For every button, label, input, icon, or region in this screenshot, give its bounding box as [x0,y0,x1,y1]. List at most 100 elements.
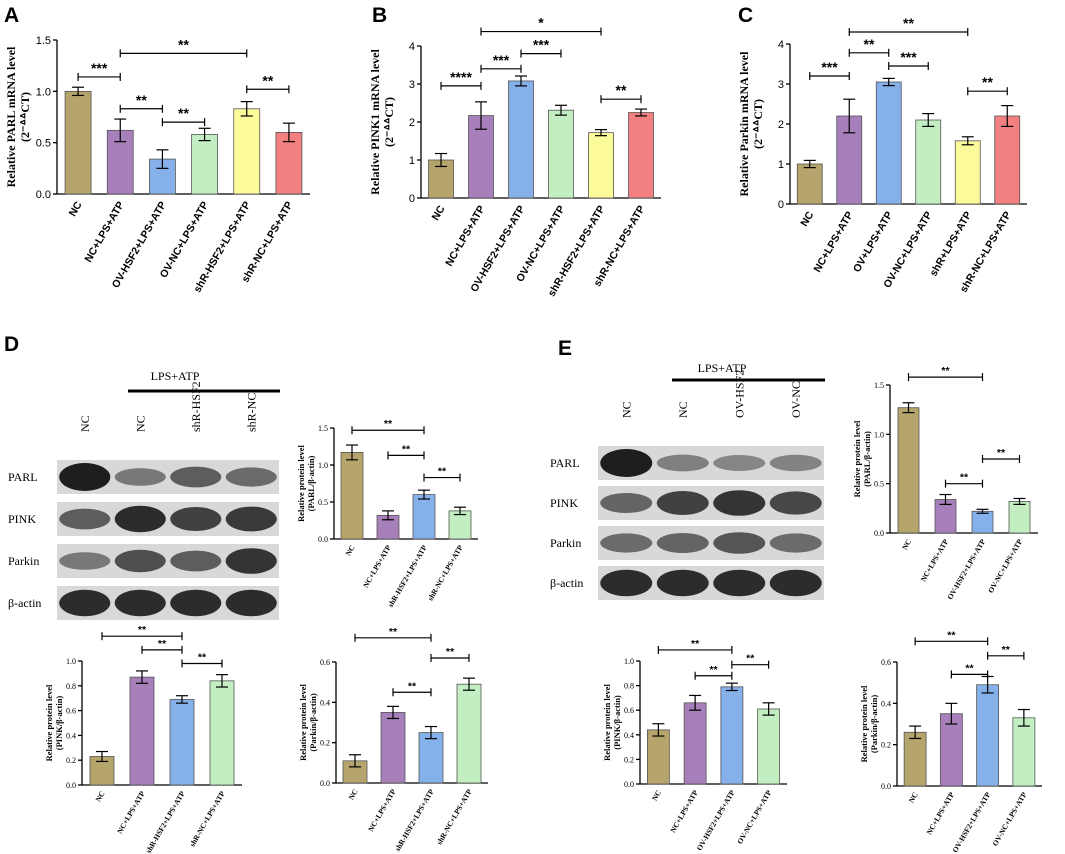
y-tick-label: 1.5 [318,424,328,433]
bar [720,686,744,785]
blot-band [170,589,222,617]
y-tick-label: 0.2 [624,755,634,764]
lane-label: shR-HSF2 [189,381,203,432]
lane-label: NC [676,401,690,418]
y-tick-label: 1.5 [874,381,884,390]
y-tick-label: 3 [778,79,784,91]
y-tick-label: 0.0 [874,529,884,538]
category-label: OV-NC+LPS+ATP [986,537,1024,594]
y-tick-label: 0 [778,199,784,211]
panel-letter-c: C [738,4,753,27]
blot-band [114,468,166,486]
chart-e3: 0.0 0.2 0.4 0.6 Relative protein level (Parki… [859,629,1042,854]
y-tick-label: 1.0 [624,657,634,666]
lane-label: OV-HSF2 [732,370,746,418]
category-label: OV-NC+LPS+ATP [990,790,1028,847]
blot-row-label: PINK [550,496,578,510]
blot-band [600,449,653,477]
blot-band [170,550,222,572]
y-tick-label: 0.0 [66,781,76,790]
significance-label: *** [91,60,108,76]
category-label: NC+LPS+ATP [668,788,700,834]
y-tick-label: 0.0 [320,779,330,788]
y-tick-label: 1.0 [874,430,884,439]
significance-label: ** [262,72,273,88]
category-label: OV-HSF2+LPS+ATP [945,537,987,601]
bar [628,112,654,199]
blot-band [600,533,653,553]
bar [796,163,823,205]
category-label: NC [67,199,85,218]
blot-band [225,467,277,487]
significance-label: ** [960,472,969,484]
blot-band [225,506,277,532]
bar [456,683,482,784]
significance-label: ** [178,105,189,121]
y-tick-label: 0.4 [66,731,76,740]
blot-row-label: Parkin [550,536,581,550]
significance-label: ** [138,624,147,636]
y-tick-label: 0.0 [318,535,328,544]
significance-label: ** [408,680,417,692]
lane-label: NC [133,415,147,432]
significance-label: *** [821,59,838,75]
bar [646,729,670,785]
significance-label: *** [533,37,550,53]
y-axis-label-units: (Parkin/β-actin) [308,693,318,751]
significance-label: *** [900,49,917,65]
y-axis-label-units: (2⁻ᐞᐞCT) [751,99,765,149]
chart-d3: 0.0 0.2 0.4 0.6 Relative protein level (Parki… [298,626,488,853]
blot-band [600,569,653,597]
y-axis-label-units: (Parkin/β-actin) [869,695,879,753]
chart-d2: 0.0 0.2 0.4 0.6 0.8 1.0 Relative protein level… [44,624,242,854]
y-axis-label: Relative PARL mRNA level [4,46,18,187]
y-tick-label: 0.2 [66,756,76,765]
bar [976,684,1000,787]
category-label: NC+LPS+ATP [361,543,393,589]
lane-label: shR-NC [244,393,258,432]
chart-b: 0 1 2 3 4 Relative PINK1 mRNA level (2⁻ᐞᐞCT) NC… [368,15,661,299]
y-axis-label: Relative PINK1 mRNA level [368,49,382,195]
y-tick-label: 0.6 [320,658,330,667]
y-tick-label: 0.0 [881,782,891,791]
y-tick-label: 3 [409,79,415,91]
y-axis-label-units: (PINK/β-actin) [54,696,64,751]
category-label: NC+LPS+ATP [925,790,957,836]
blot-band [769,533,822,553]
y-tick-label: 1.0 [318,461,328,470]
panel-letter-b: B [372,4,387,27]
y-tick-label: 2 [409,117,415,129]
significance-label: *** [493,52,510,68]
significance-label: ** [438,466,447,478]
chart-e2: 0.0 0.2 0.4 0.6 0.8 1.0 Relative protein level… [602,638,787,852]
panel-letter-d: D [4,333,19,356]
lane-label: NC [619,401,633,418]
significance-label: ** [384,418,393,430]
y-axis-label: Relative protein level [298,683,308,760]
category-label: shR-NC+LPS+ATP [426,543,465,602]
y-tick-label: 4 [778,39,784,51]
blot-band [656,533,709,553]
category-label: OV+LPS+ATP [851,210,895,275]
significance-label: ** [402,443,411,455]
panel-letter-a: A [4,4,19,27]
y-tick-label: 0.5 [36,138,51,150]
y-tick-label: 0.4 [320,698,330,707]
significance-label: * [538,15,544,31]
category-label: NC+LPS+ATP [919,537,951,583]
significance-label: ** [746,653,755,665]
significance-label: **** [450,69,472,85]
bar [191,134,218,195]
blot-band [59,589,111,617]
blot-row-label: Parkin [8,554,39,568]
blot-band [170,466,222,488]
significance-label: ** [389,626,398,638]
treatment-label: LPS+ATP [698,361,747,375]
significance-label: ** [997,447,1006,459]
bar [588,132,614,199]
category-label: shR-HSF2+LPS+ATP [386,543,429,609]
category-label: shR-NC+LPS+ATP [435,787,474,846]
category-label: NC+LPS+ATP [811,210,855,275]
y-tick-label: 0.0 [624,780,634,789]
category-label: NC [907,791,920,805]
